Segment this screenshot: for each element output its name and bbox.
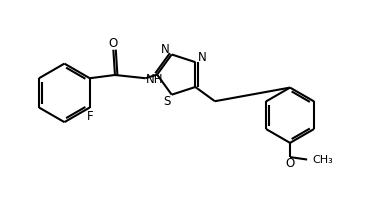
- Text: S: S: [163, 95, 170, 108]
- Text: F: F: [87, 110, 94, 123]
- Text: O: O: [109, 37, 118, 50]
- Text: CH₃: CH₃: [312, 155, 333, 165]
- Text: N: N: [198, 51, 207, 64]
- Text: NH: NH: [145, 73, 163, 86]
- Text: N: N: [160, 43, 169, 56]
- Text: O: O: [286, 157, 294, 170]
